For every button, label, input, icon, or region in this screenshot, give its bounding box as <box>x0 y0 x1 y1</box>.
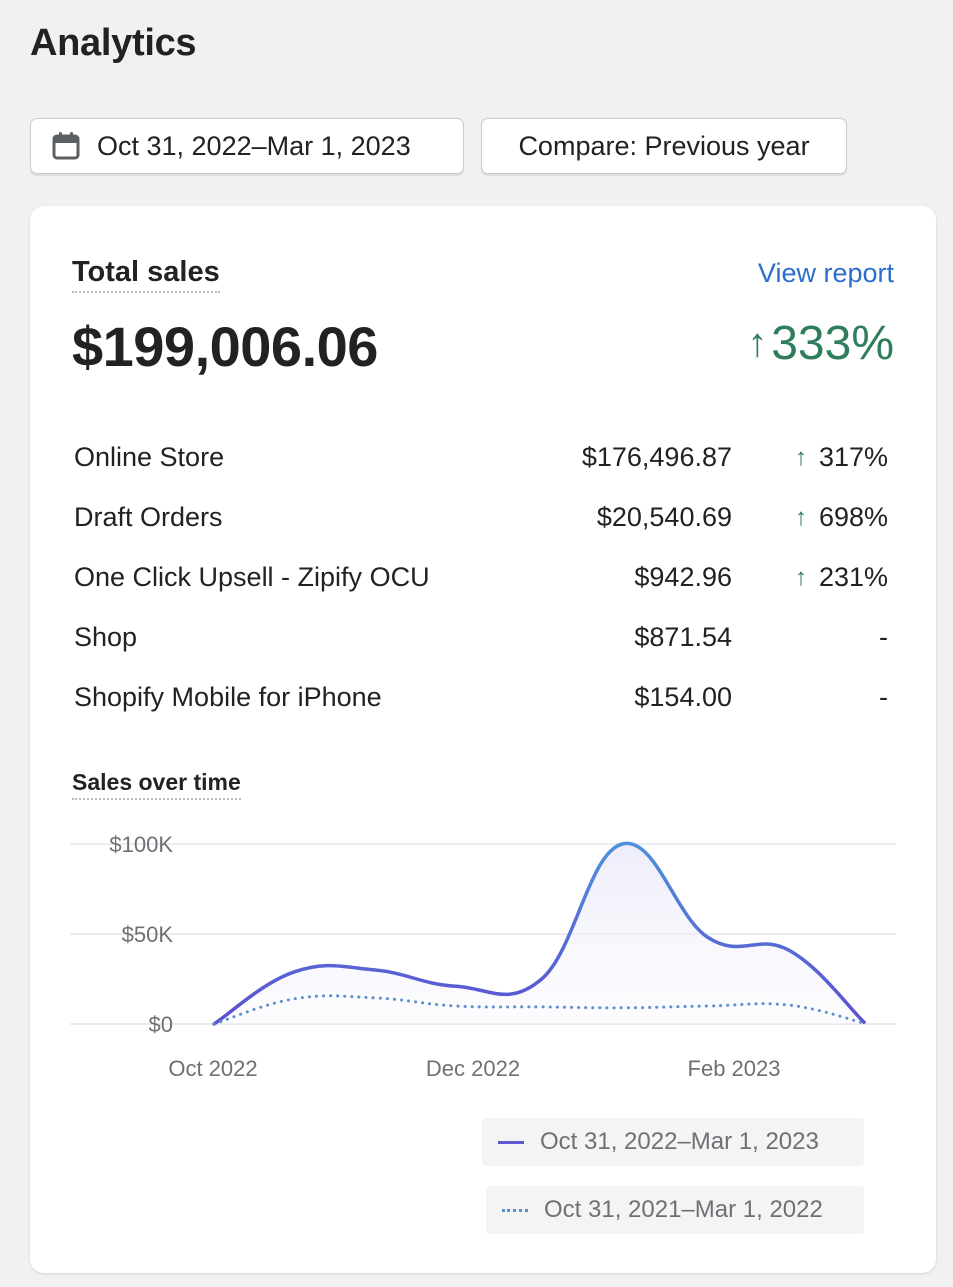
legend-item-current[interactable]: Oct 31, 2022–Mar 1, 2023 <box>482 1118 864 1166</box>
channel-row-online-store: Online Store $176,496.87 ↑ 317% <box>72 428 892 488</box>
y-tick-label: $0 <box>149 1012 173 1037</box>
y-tick-label: $100K <box>109 832 173 857</box>
arrow-up-icon: ↑ <box>794 563 807 591</box>
channel-row-one-click-upsell: One Click Upsell - Zipify OCU $942.96 ↑ … <box>72 548 892 608</box>
channel-name: Draft Orders <box>74 502 223 532</box>
date-range-label: Oct 31, 2022–Mar 1, 2023 <box>97 130 411 161</box>
channel-name: Online Store <box>74 442 225 472</box>
channel-change-percent: 317% <box>818 442 888 472</box>
arrow-up-icon: ↑ <box>794 503 807 531</box>
channel-name: Shop <box>74 622 138 652</box>
date-range-button[interactable]: Oct 31, 2022–Mar 1, 2023 <box>30 118 464 174</box>
compare-button[interactable]: Compare: Previous year <box>481 118 847 174</box>
arrow-up-icon: ↑ <box>747 321 768 365</box>
channel-change-percent: 698% <box>818 502 888 532</box>
channel-name: Shopify Mobile for iPhone <box>74 682 382 712</box>
page-title: Analytics <box>30 22 197 64</box>
legend-label: Oct 31, 2022–Mar 1, 2023 <box>540 1128 819 1155</box>
channel-name: One Click Upsell - Zipify OCU <box>74 562 430 592</box>
channel-value: $154.00 <box>634 682 732 712</box>
channel-change: - <box>867 682 888 713</box>
channel-change-percent: - <box>879 622 888 652</box>
total-sales-change: ↑ 333% <box>747 316 894 371</box>
channel-value: $871.54 <box>634 622 732 652</box>
compare-label: Compare: Previous year <box>518 130 810 161</box>
series-line-current <box>212 841 866 1026</box>
channel-change: ↑ 698% <box>795 502 888 533</box>
x-tick-label: Dec 2022 <box>426 1056 520 1081</box>
series-area-current <box>214 843 864 1024</box>
x-tick-label: Oct 2022 <box>168 1056 257 1081</box>
card-title[interactable]: Total sales <box>72 256 220 293</box>
y-tick-label: $50K <box>122 922 174 947</box>
channel-value: $942.96 <box>634 562 732 592</box>
channel-value: $176,496.87 <box>581 442 732 472</box>
channel-change-percent: 231% <box>818 562 888 592</box>
channel-change: - <box>867 622 888 653</box>
channel-change-percent: - <box>879 682 888 712</box>
view-report-link[interactable]: View report <box>757 258 894 288</box>
total-change-percent: 333% <box>771 317 894 370</box>
channel-row-draft-orders: Draft Orders $20,540.69 ↑ 698% <box>72 488 892 548</box>
channel-row-shop: Shop $871.54 - <box>72 608 892 668</box>
sales-over-time-chart[interactable]: $100K $50K $0 Oct 2022 Dec 2022 Feb 2023 <box>30 206 936 1106</box>
total-sales-card: Total sales View report $199,006.06 ↑ 33… <box>30 206 936 1273</box>
total-sales-value: $199,006.06 <box>72 315 378 378</box>
arrow-up-icon: ↑ <box>794 443 807 471</box>
chart-title[interactable]: Sales over time <box>72 769 241 800</box>
channel-change: ↑ 317% <box>795 442 888 473</box>
series-line-previous <box>212 994 866 1026</box>
legend-swatch-dotted <box>502 1208 528 1212</box>
channel-change: ↑ 231% <box>795 562 888 593</box>
x-tick-label: Feb 2023 <box>688 1056 781 1081</box>
channel-value: $20,540.69 <box>596 502 732 532</box>
legend-item-previous[interactable]: Oct 31, 2021–Mar 1, 2022 <box>486 1186 864 1234</box>
legend-label: Oct 31, 2021–Mar 1, 2022 <box>544 1196 823 1223</box>
channel-row-shopify-mobile: Shopify Mobile for iPhone $154.00 - <box>72 668 892 728</box>
legend-swatch-solid <box>498 1140 524 1144</box>
sales-channel-list: Online Store $176,496.87 ↑ 317% Draft Or… <box>72 428 892 728</box>
calendar-icon <box>51 131 81 161</box>
